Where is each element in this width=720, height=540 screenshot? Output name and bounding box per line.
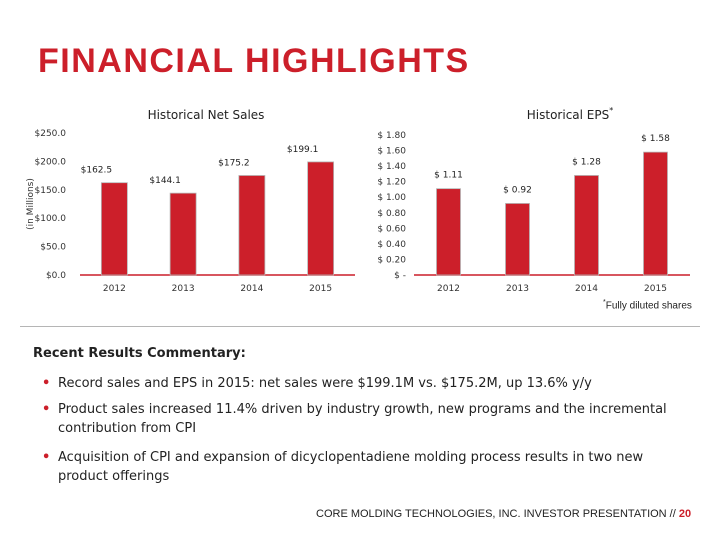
commentary-title: Recent Results Commentary: — [33, 346, 246, 361]
y-tick-label: $ - — [394, 271, 406, 281]
page-title: FINANCIAL HIGHLIGHTS — [38, 42, 470, 80]
y-tick-label: $50.0 — [40, 243, 66, 253]
x-tick-label: 2013 — [172, 284, 195, 294]
bar — [238, 175, 266, 276]
y-tick-label: $ 1.00 — [377, 193, 406, 203]
data-label: $ 1.58 — [641, 134, 670, 144]
data-label: $199.1 — [287, 145, 319, 155]
bullet-icon: • — [42, 450, 51, 465]
footnote-marker: * — [603, 299, 606, 306]
bar — [100, 182, 128, 276]
net-sales-chart: Historical Net Sales $0.0 $50.0 $100.0 $150.… — [26, 108, 355, 294]
data-label: $144.1 — [149, 176, 181, 186]
x-tick-label: 2014 — [240, 284, 263, 294]
chart-title-marker: * — [609, 106, 613, 115]
x-tick-label: 2013 — [506, 284, 529, 294]
commentary-item: • Record sales and EPS in 2015: net sales… — [42, 374, 682, 393]
commentary-item: • Acquisition of CPI and expansion of dic… — [42, 448, 682, 486]
y-tick-label: $ 1.80 — [377, 131, 406, 141]
y-tick-label: $200.0 — [35, 157, 67, 167]
y-tick-label: $ 1.40 — [377, 162, 406, 172]
x-tick-label: 2012 — [437, 284, 460, 294]
bullet-icon: • — [42, 376, 51, 391]
chart-title: Historical Net Sales — [148, 108, 265, 122]
bar — [643, 151, 668, 276]
commentary-list: • Record sales and EPS in 2015: net sales… — [42, 374, 682, 493]
y-tick-label: $ 0.40 — [377, 240, 406, 250]
data-label: $ 1.11 — [434, 171, 463, 181]
bar — [169, 192, 197, 276]
y-tick-label: $250.0 — [35, 129, 67, 139]
section-divider — [20, 326, 700, 327]
footer: CORE MOLDING TECHNOLOGIES, INC. INVESTOR… — [316, 508, 691, 520]
data-label: $ 1.28 — [572, 157, 601, 167]
x-tick-label: 2014 — [575, 284, 598, 294]
y-tick-label: $ 0.20 — [377, 255, 406, 265]
page-number: 20 — [678, 508, 692, 520]
data-label: $ 0.92 — [503, 185, 532, 195]
footer-text: CORE MOLDING TECHNOLOGIES, INC. INVESTOR… — [316, 508, 679, 520]
y-tick-label: $ 1.60 — [377, 147, 406, 157]
bar — [505, 203, 530, 276]
x-tick-label: 2012 — [103, 284, 126, 294]
bar — [574, 175, 599, 276]
commentary-item-text: Record sales and EPS in 2015: net sales … — [58, 376, 592, 391]
x-tick-label: 2015 — [309, 284, 332, 294]
y-tick-label: $100.0 — [35, 214, 67, 224]
bullet-icon: • — [42, 402, 51, 417]
footnote-text: Fully diluted shares — [605, 300, 692, 312]
commentary-item: • Product sales increased 11.4% driven by… — [42, 400, 682, 438]
footnote: *Fully diluted shares — [603, 299, 692, 311]
data-label: $162.5 — [81, 166, 113, 176]
y-tick-label: $ 0.80 — [377, 209, 406, 219]
y-tick-label: $0.0 — [46, 271, 66, 281]
bar — [307, 161, 335, 276]
y-tick-label: $ 0.60 — [377, 224, 406, 234]
y-axis-label: (in Millions) — [26, 178, 36, 230]
commentary-item-text: Product sales increased 11.4% driven by … — [58, 402, 667, 436]
chart-title: Historical EPS* — [527, 106, 613, 122]
y-tick-label: $150.0 — [35, 186, 67, 196]
commentary-item-text: Acquisition of CPI and expansion of dicy… — [58, 450, 644, 484]
data-label: $175.2 — [218, 158, 250, 168]
x-tick-label: 2015 — [644, 284, 667, 294]
y-tick-label: $ 1.20 — [377, 178, 406, 188]
bar — [436, 188, 461, 276]
